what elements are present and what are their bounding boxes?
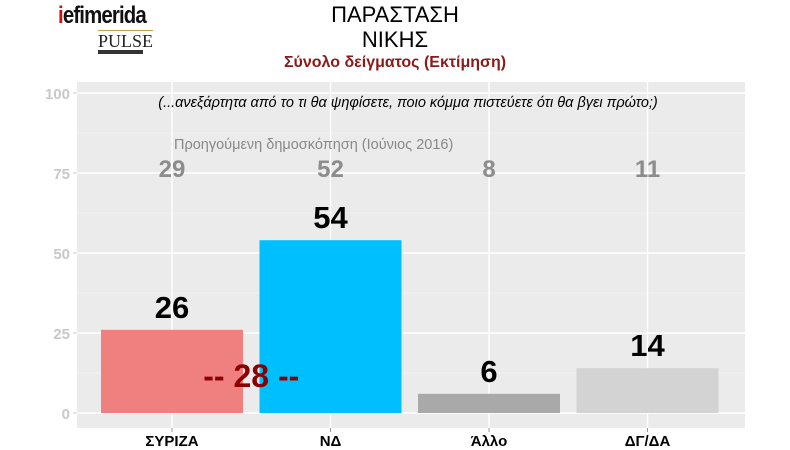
y-tick-label: 50 [53,246,70,263]
title-line-1: ΠΑΡΑΣΤΑΣΗ [331,2,459,27]
bar-1 [101,329,243,413]
bar-value-label: 6 [480,354,497,389]
previous-value-label: 8 [482,156,495,183]
title-line-2: ΝΙΚΗΣ [361,27,429,52]
y-tick-label: 0 [62,406,70,423]
y-tick-label: 100 [45,86,70,103]
bar-2 [259,240,402,413]
x-tick-label: ΔΓ/ΔΑ [625,433,671,450]
bar-4 [576,368,719,413]
previous-value-label: 29 [159,156,186,183]
bar-3 [418,393,560,413]
bar-value-label: 26 [155,290,189,325]
question-annotation: (...ανεξάρτητα από το τι θα ψηφίσετε, πο… [158,95,658,111]
subtitle: Σύνολο δείγματος (Εκτίμηση) [283,54,507,71]
previous-poll-label: Προηγούμενη δημοσκόπηση (Ιούνιος 2016) [174,137,453,153]
bar-value-label: 14 [630,328,665,363]
pulse-logo-bar [98,50,143,54]
previous-value-label: 11 [635,156,660,183]
x-tick-label: ΝΔ [320,433,342,450]
gap-annotation: -- 28 -- [203,358,299,394]
x-tick-label: ΣΥΡΙΖΑ [145,433,198,450]
iefimerida-logo: iefimerida [58,2,147,29]
pulse-logo: PULSE [98,30,154,51]
y-tick-label: 75 [53,166,70,183]
y-tick-label: 25 [53,326,70,343]
bar-value-label: 54 [313,200,348,235]
x-tick-label: Άλλο [471,433,508,450]
previous-value-label: 52 [317,156,344,183]
